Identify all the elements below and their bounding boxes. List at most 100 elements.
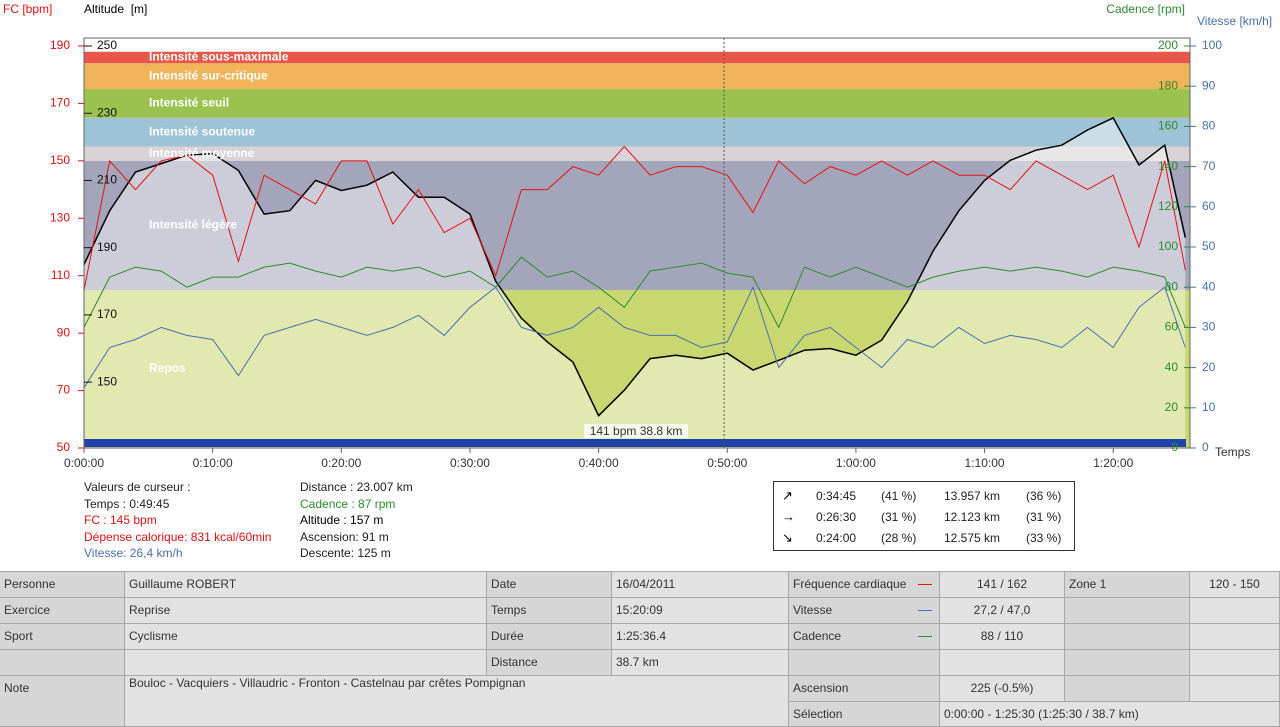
stats-label: Zone 1 bbox=[1065, 572, 1190, 598]
stats-label: Sélection bbox=[789, 702, 940, 727]
y3-tick-label: 250 bbox=[97, 38, 117, 52]
cursor-value: Altitude : 157 m bbox=[300, 513, 384, 527]
x-tick-label: 1:20:00 bbox=[1093, 456, 1133, 470]
y-tick-label: 190 bbox=[50, 38, 70, 52]
x-tick-label: 0:30:00 bbox=[450, 456, 490, 470]
zone-label: Intensité légère bbox=[149, 218, 237, 232]
stats-label bbox=[1065, 598, 1190, 624]
note-text: Bouloc - Vacquiers - Villaudric - Fronto… bbox=[125, 676, 789, 727]
stats-value: 225 (-0.5%) bbox=[940, 676, 1065, 702]
y4-tick-label: 100 bbox=[1202, 38, 1222, 52]
slope-box: ↗ → ↘ 0:34:45 (41 %) 13.957 km (36 %) 0:26:3… bbox=[773, 481, 1075, 551]
stats-label bbox=[1065, 650, 1190, 676]
y2-tick-label: 100 bbox=[1158, 239, 1178, 253]
slope-value: 0:26:30 bbox=[816, 510, 857, 524]
x-tick-label: 1:00:00 bbox=[836, 456, 876, 470]
fc-axis-title: FC [bpm] bbox=[3, 2, 52, 16]
stats-value bbox=[1190, 624, 1280, 650]
series-line bbox=[83, 285, 1186, 388]
note-label: Note bbox=[0, 676, 125, 727]
y4-tick-label: 0 bbox=[1202, 440, 1209, 454]
altitude-area bbox=[84, 117, 1186, 449]
y2-tick-label: 140 bbox=[1158, 159, 1178, 173]
slope-value: 12.123 km bbox=[944, 510, 1001, 524]
slope-value: (28 %) bbox=[881, 531, 917, 545]
y2-tick-label: 20 bbox=[1165, 400, 1179, 414]
stats-value bbox=[1190, 676, 1280, 702]
y-tick-label: 90 bbox=[57, 325, 71, 339]
table-top-border bbox=[0, 571, 1280, 572]
y2-tick-label: 0 bbox=[1171, 440, 1178, 454]
zone-band bbox=[84, 51, 1190, 64]
zone-band bbox=[84, 117, 1190, 147]
stats-label bbox=[789, 650, 940, 676]
zone-band bbox=[84, 63, 1190, 90]
legend-swatch bbox=[918, 610, 932, 611]
stats-label: Cadence bbox=[789, 624, 940, 650]
arrow-down: ↘ bbox=[782, 530, 793, 545]
y3-tick-label: 230 bbox=[97, 105, 117, 119]
x-tick-label: 0:50:00 bbox=[707, 456, 747, 470]
stats-label: Vitesse bbox=[789, 598, 940, 624]
y4-tick-label: 40 bbox=[1202, 279, 1216, 293]
y-tick-label: 50 bbox=[57, 440, 71, 454]
cursor-value: FC : 145 bpm bbox=[84, 513, 157, 527]
y-tick-label: 150 bbox=[50, 153, 70, 167]
cursor-value: Ascension: 91 m bbox=[300, 529, 389, 544]
y4-tick-label: 60 bbox=[1202, 199, 1216, 213]
y2-tick-label: 160 bbox=[1158, 119, 1178, 133]
slope-value: (31 %) bbox=[881, 510, 917, 524]
zone-label: Intensité sous-maximale bbox=[149, 50, 289, 64]
slope-value: 13.957 km bbox=[944, 489, 1001, 503]
stats-label bbox=[1065, 676, 1190, 702]
info-value: 15:20:09 bbox=[612, 598, 789, 624]
altitude-axis-title: Altitude [m] bbox=[84, 2, 147, 16]
y2-tick-label: 120 bbox=[1158, 199, 1178, 213]
x-tick-label: 0:40:00 bbox=[579, 456, 619, 470]
selection-bar bbox=[84, 439, 1186, 447]
stats-label: Ascension bbox=[789, 676, 940, 702]
zone-band bbox=[84, 290, 1190, 448]
cursor-value: Distance : 23.007 km bbox=[300, 480, 413, 494]
stats-value: 141 / 162 bbox=[940, 572, 1065, 598]
slope-value: (33 %) bbox=[1026, 531, 1062, 545]
cursor-value: Vitesse: 26,4 km/h bbox=[84, 546, 183, 560]
stats-label: Fréquence cardiaque bbox=[789, 572, 940, 598]
y4-tick-label: 80 bbox=[1202, 119, 1216, 133]
info-value bbox=[125, 650, 487, 676]
slope-value: 12.575 km bbox=[944, 531, 1001, 545]
plot-layer: Repos Intensité légère Intensité moyenne In… bbox=[83, 38, 1190, 449]
y4-tick-label: 90 bbox=[1202, 78, 1216, 92]
y-tick-label: 130 bbox=[50, 210, 70, 224]
legend-swatch bbox=[918, 636, 932, 637]
info-label: Date bbox=[487, 572, 612, 598]
cursor-value: Valeurs de curseur : bbox=[84, 480, 191, 494]
y2-tick-label: 180 bbox=[1158, 78, 1178, 92]
y4-tick-label: 70 bbox=[1202, 159, 1216, 173]
info-value: Guillaume ROBERT bbox=[125, 572, 487, 598]
info-value: 1:25:36.4 bbox=[612, 624, 789, 650]
y3-tick-label: 210 bbox=[97, 173, 117, 187]
info-label: Exercice bbox=[0, 598, 125, 624]
info-label: Personne bbox=[0, 572, 125, 598]
y-tick-label: 110 bbox=[51, 268, 70, 282]
slope-value: 0:34:45 bbox=[816, 489, 857, 503]
arrow-up: ↗ bbox=[782, 488, 793, 503]
plot-frame bbox=[83, 37, 1191, 449]
slope-value: 0:24:00 bbox=[816, 531, 857, 545]
x-tick-label: 0:00:00 bbox=[64, 456, 104, 470]
series-line bbox=[83, 256, 1186, 329]
zone-label: Intensité sur-critique bbox=[149, 68, 268, 82]
info-value: 38.7 km bbox=[612, 650, 789, 676]
cursor-value: Descente: 125 m bbox=[300, 546, 391, 560]
zone-band bbox=[84, 89, 1190, 118]
zone-band bbox=[84, 160, 1190, 291]
cursor-label-bg bbox=[584, 424, 689, 438]
y3-tick-label: 150 bbox=[97, 374, 117, 388]
y2-tick-label: 60 bbox=[1165, 320, 1179, 334]
info-value: Cyclisme bbox=[125, 624, 487, 650]
info-value: Reprise bbox=[125, 598, 487, 624]
y4-tick-label: 20 bbox=[1202, 360, 1216, 374]
y2-tick-label: 80 bbox=[1165, 279, 1179, 293]
